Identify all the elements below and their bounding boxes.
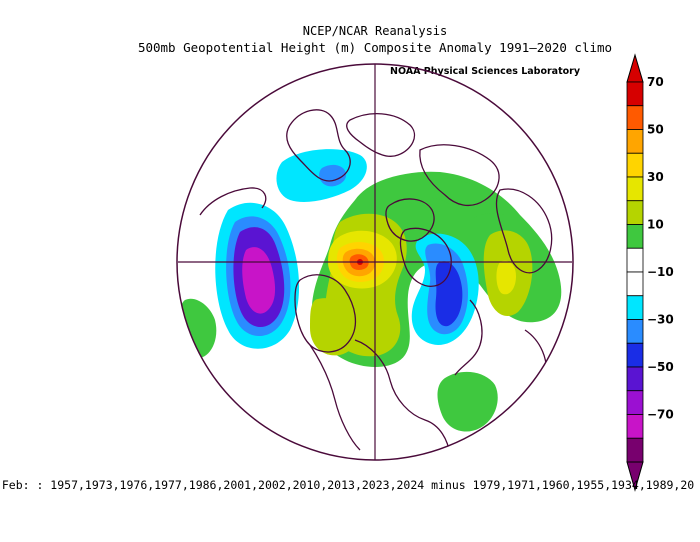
colorbar-swatch <box>626 200 644 225</box>
colorbar-swatch <box>626 176 644 202</box>
colorbar-label: 70 <box>647 75 664 89</box>
colorbar-arrow-bottom <box>626 461 644 492</box>
colorbar-swatch <box>626 81 644 107</box>
colorbar-swatch <box>626 390 644 415</box>
anomaly-pos-canada <box>310 298 359 356</box>
coast-asia-south <box>519 329 547 421</box>
coast-north-america-west <box>309 344 361 451</box>
colorbar-swatch <box>626 105 644 130</box>
anomaly-pos-siberia-core <box>496 260 516 295</box>
anomaly-pos-pacific-edge <box>180 298 217 358</box>
credit-label: NOAA Physical Sciences Laboratory <box>390 66 581 77</box>
coast-greenland <box>399 227 452 287</box>
anomaly-neg-europe-30 <box>435 261 463 327</box>
coast-kamchatka <box>199 187 267 216</box>
colorbar-swatch <box>626 414 644 439</box>
colorbar-swatch <box>626 129 644 154</box>
colorbar-label: −10 <box>647 265 674 279</box>
composite-years-footer: o Feb: : 1957,1973,1976,1977,1986,2001,2… <box>0 478 700 492</box>
colorbar-label: −50 <box>647 360 674 374</box>
coast-arctic-islands <box>346 113 415 157</box>
coastlines <box>199 109 553 456</box>
colorbar-swatch <box>626 152 644 178</box>
colorbar: 70 50 30 10 −10 −30 −50 −70 <box>626 53 674 492</box>
coast-north-america-east <box>354 339 451 456</box>
colorbar-label: −30 <box>647 313 674 327</box>
colorbar-swatch <box>626 437 644 463</box>
anomaly-pos-south <box>437 371 498 432</box>
colorbar-label: 50 <box>647 123 664 137</box>
colorbar-swatch <box>626 342 644 368</box>
coast-africa-north <box>454 299 483 376</box>
colorbar-swatch <box>626 319 644 344</box>
map-boundary <box>176 63 574 461</box>
anomaly-pos-scandinavia <box>432 178 505 222</box>
map-title-line1: NCEP/NCAR Reanalysis <box>302 24 448 38</box>
colorbar-swatch <box>626 271 644 297</box>
anomaly-neg-pacific-60 <box>242 247 276 314</box>
coast-canada <box>294 274 357 353</box>
coast-scandinavia <box>419 144 500 207</box>
coast-siberia-east <box>286 109 351 182</box>
colorbar-arrow-top <box>626 53 644 83</box>
composite-years-text: o Feb: : 1957,1973,1976,1977,1986,2001,2… <box>0 478 695 492</box>
coast-europe <box>495 188 553 274</box>
colorbar-swatch <box>626 247 644 273</box>
colorbar-swatch <box>626 224 644 249</box>
colorbar-swatch <box>626 366 644 392</box>
coast-greenland-north <box>385 198 435 242</box>
colorbar-label: −70 <box>647 408 674 422</box>
colorbar-label: 30 <box>647 170 664 184</box>
colorbar-swatch <box>626 295 644 320</box>
anomaly-field <box>180 149 562 432</box>
colorbar-label: 10 <box>647 218 664 232</box>
map-title-line2: 500mb Geopotential Height (m) Composite … <box>137 40 613 55</box>
